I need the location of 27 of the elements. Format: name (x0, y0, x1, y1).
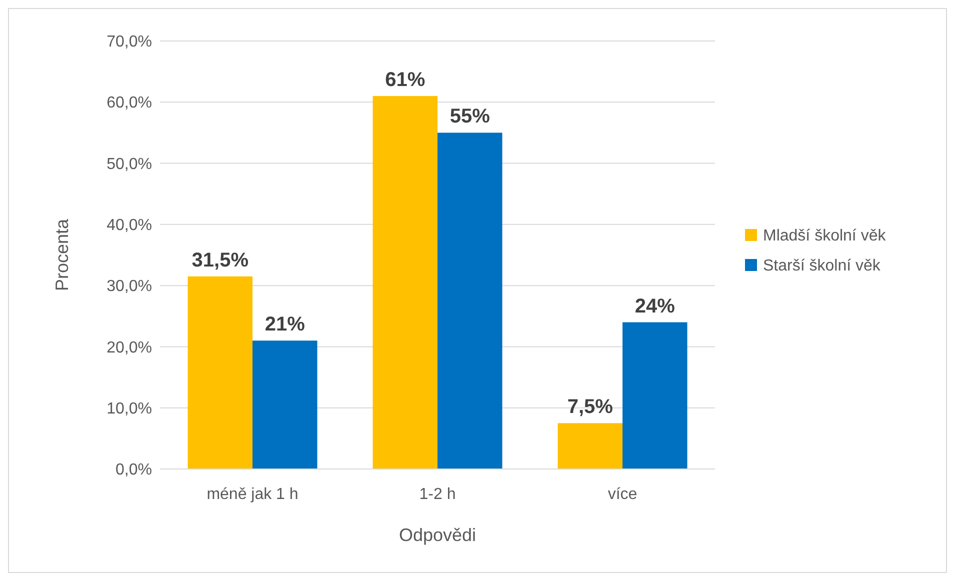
y-tick-label: 10,0% (106, 400, 152, 418)
x-axis-title: Odpovědi (398, 525, 476, 545)
bar (438, 132, 502, 469)
x-tick-label: méně jak 1 h (206, 486, 298, 503)
data-label: 55% (450, 106, 490, 128)
y-tick-label: 40,0% (106, 217, 152, 234)
y-tick-label: 70,0% (106, 34, 152, 51)
bar (188, 276, 252, 469)
data-label: 24% (634, 295, 676, 318)
data-label: 31,5% (192, 249, 249, 272)
x-tick-label: 1-2 h (419, 486, 456, 503)
y-tick-label: 60,0% (106, 94, 152, 112)
y-tick-label: 0,0% (116, 462, 152, 479)
legend-label: Starší školní věk (763, 258, 882, 275)
data-label: 61% (385, 69, 426, 92)
bar (372, 96, 438, 469)
data-label: 7,5% (567, 396, 614, 418)
bar (558, 423, 622, 469)
bar (622, 322, 688, 469)
y-tick-label: 50,0% (106, 156, 152, 173)
x-tick-label: více (608, 486, 638, 503)
y-axis-title: Procenta (52, 218, 72, 292)
legend-label: Mladší školní věk (763, 228, 887, 245)
y-tick-label: 30,0% (106, 278, 152, 296)
bar (252, 340, 318, 469)
data-label: 21% (264, 314, 306, 336)
y-tick-label: 20,0% (106, 339, 152, 356)
